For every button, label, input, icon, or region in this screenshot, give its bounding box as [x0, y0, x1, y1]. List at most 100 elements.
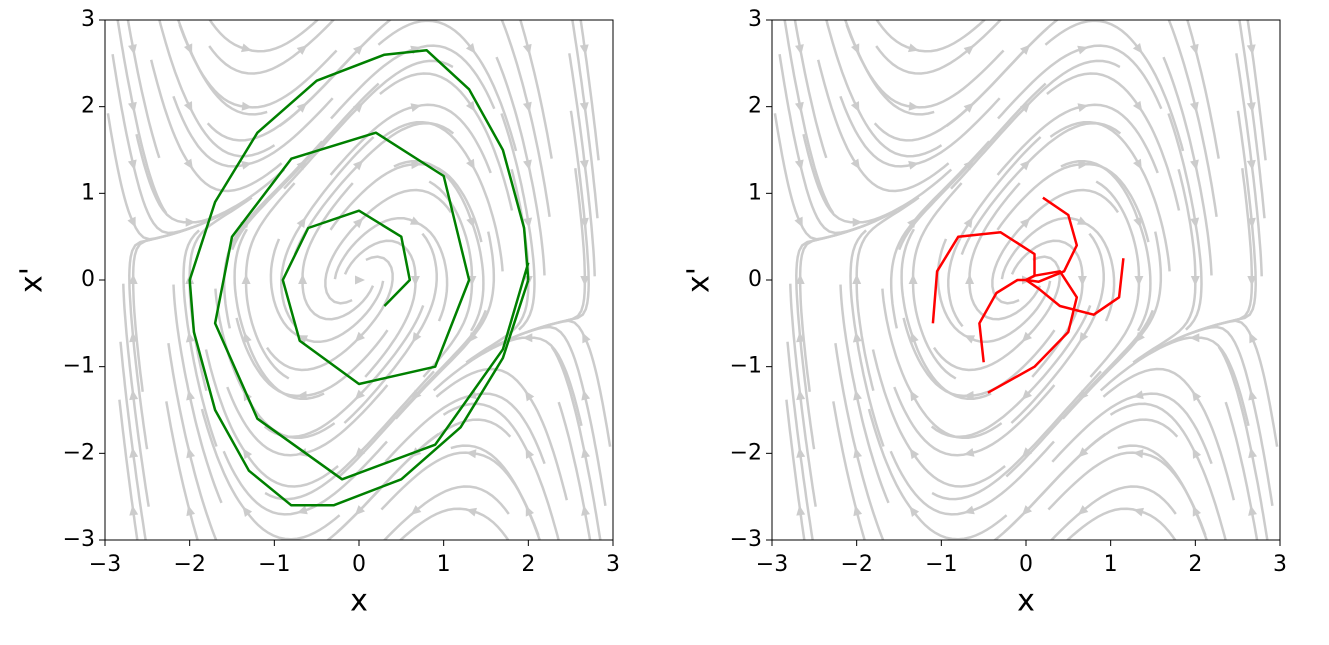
- stream-arrow: [352, 160, 364, 171]
- stream-arrow: [1190, 217, 1200, 229]
- stream-arrow: [1192, 505, 1202, 517]
- y-tick-label: 3: [748, 7, 762, 32]
- stream-arrow: [963, 448, 975, 457]
- subplot: −3 −2 −1 0 1 2 3 −3 −2 −1 0 1 2 3 x x': [682, 7, 1288, 619]
- stream-arrow: [1133, 216, 1142, 228]
- stream-arrow: [185, 331, 195, 343]
- stream-arrow: [581, 447, 591, 459]
- streamline: [235, 317, 389, 398]
- stream-arrow: [296, 505, 308, 515]
- stream-arrow: [352, 102, 364, 113]
- stream-arrow: [1189, 333, 1200, 343]
- stream-arrow: [352, 217, 364, 229]
- stream-arrow: [853, 505, 863, 517]
- stream-arrow: [466, 507, 477, 517]
- stream-arrow: [1134, 276, 1144, 286]
- stream-arrow: [1021, 389, 1033, 400]
- streamline: [875, 20, 987, 53]
- stream-arrow: [1133, 158, 1142, 170]
- stream-arrow: [522, 43, 532, 55]
- stream-arrow: [465, 449, 477, 459]
- stream-arrow: [963, 217, 973, 228]
- y-tick-label: 2: [81, 94, 95, 119]
- x-axis-label: x: [1017, 584, 1035, 619]
- stream-arrow: [963, 45, 975, 55]
- stream-arrow: [1135, 331, 1145, 343]
- stream-arrow: [1077, 45, 1089, 55]
- stream-arrow: [296, 390, 307, 400]
- stream-arrow: [186, 389, 195, 401]
- stream-arrow: [796, 447, 806, 458]
- stream-arrow: [1246, 217, 1256, 229]
- stream-arrow: [466, 158, 475, 170]
- stream-arrow: [1248, 505, 1257, 516]
- streamline: [1102, 367, 1236, 501]
- stream-arrow: [127, 101, 137, 113]
- stream-arrow: [1019, 102, 1031, 113]
- y-axis-label: x': [682, 267, 717, 293]
- streamline: [1047, 451, 1207, 536]
- stream-arrow: [1189, 101, 1199, 113]
- y-tick-label: 0: [81, 267, 95, 292]
- stream-arrow: [241, 101, 253, 111]
- y-tick-label: 3: [81, 7, 95, 32]
- stream-arrow: [853, 447, 863, 459]
- stream-arrow: [1189, 43, 1199, 55]
- stream-arrow: [242, 506, 253, 518]
- streamline: [435, 367, 569, 501]
- stream-arrow: [523, 159, 532, 171]
- y-tick-label: 2: [748, 94, 762, 119]
- stream-arrow: [128, 44, 137, 55]
- streamline: [204, 349, 339, 488]
- stream-arrow: [580, 276, 590, 286]
- stream-arrow: [410, 103, 422, 112]
- stream-arrow: [1246, 159, 1256, 171]
- streamline: [871, 349, 1006, 488]
- stream-arrow: [795, 274, 805, 284]
- stream-arrow: [965, 274, 975, 284]
- trajectory: [1025, 258, 1125, 316]
- stream-arrow: [1019, 160, 1031, 171]
- stream-arrow: [354, 389, 366, 400]
- stream-arrow: [1246, 44, 1256, 55]
- y-tick-label: 0: [748, 267, 762, 292]
- streamline: [178, 24, 338, 109]
- streamline: [149, 59, 283, 193]
- stream-arrow: [296, 45, 308, 55]
- stream-arrow: [582, 332, 591, 344]
- stream-arrow: [465, 42, 476, 54]
- subplot: −3 −2 −1 0 1 2 3 −3 −2 −1 0 1 2 3 x x': [15, 7, 621, 619]
- trajectory: [188, 49, 530, 507]
- stream-arrow: [1246, 102, 1256, 113]
- stream-arrow: [794, 159, 804, 171]
- stream-arrow: [410, 276, 420, 286]
- streamline: [845, 24, 1005, 109]
- stream-arrow: [1132, 42, 1143, 54]
- stream-arrow: [1247, 276, 1257, 286]
- stream-arrow: [1190, 276, 1200, 286]
- x-tick-label: −1: [258, 552, 290, 577]
- stream-arrow: [354, 447, 366, 458]
- stream-arrow: [910, 332, 919, 344]
- stream-arrow: [1249, 332, 1258, 344]
- stream-arrow: [1132, 100, 1143, 112]
- stream-arrow: [1133, 390, 1144, 400]
- x-tick-label: 2: [521, 552, 535, 577]
- stream-arrow: [298, 274, 308, 284]
- stream-arrow: [852, 274, 862, 284]
- stream-arrow: [1248, 389, 1258, 401]
- stream-arrow: [185, 217, 196, 227]
- streamline: [1049, 120, 1171, 272]
- stream-arrow: [1133, 507, 1144, 517]
- y-tick-label: −1: [63, 354, 95, 379]
- stream-arrow: [523, 217, 533, 229]
- streamline: [881, 288, 1003, 440]
- plot-area: [773, 20, 1279, 540]
- streamline: [208, 20, 320, 53]
- y-tick-label: −2: [63, 440, 95, 465]
- stream-arrow: [1192, 390, 1202, 402]
- stream-arrow: [1079, 332, 1089, 343]
- stream-arrow: [909, 448, 920, 460]
- stream-arrow: [1077, 276, 1087, 286]
- stream-arrow: [129, 505, 139, 516]
